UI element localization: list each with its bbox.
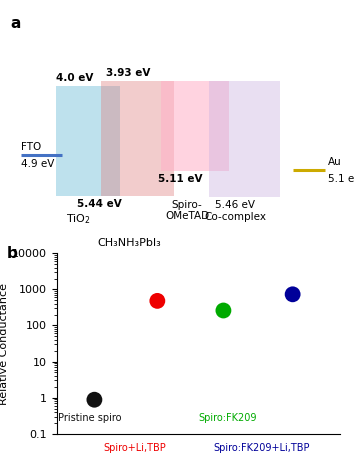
Bar	[161, 81, 229, 171]
Y-axis label: Relative Conductance: Relative Conductance	[0, 282, 9, 405]
Text: Au: Au	[328, 157, 342, 167]
Text: 5.44 eV: 5.44 eV	[76, 199, 121, 209]
Text: FTO: FTO	[21, 142, 41, 151]
Text: Pristine spiro: Pristine spiro	[58, 413, 122, 423]
Text: 5.46 eV
Co-complex: 5.46 eV Co-complex	[204, 200, 266, 222]
Text: Spiro:FK209+Li,TBP: Spiro:FK209+Li,TBP	[214, 443, 310, 453]
Point	[221, 307, 226, 314]
Text: 5.1 eV: 5.1 eV	[328, 174, 354, 184]
Text: CH₃NH₃PbI₃: CH₃NH₃PbI₃	[97, 237, 161, 248]
Text: TiO$_2$: TiO$_2$	[66, 212, 91, 226]
Bar	[101, 81, 174, 196]
Text: b: b	[7, 246, 18, 261]
Point	[154, 297, 160, 305]
Text: 4.0 eV: 4.0 eV	[56, 73, 94, 83]
Text: 4.9 eV: 4.9 eV	[21, 159, 54, 169]
Text: Spiro+Li,TBP: Spiro+Li,TBP	[103, 443, 166, 453]
Text: Spiro:FK209: Spiro:FK209	[198, 413, 257, 423]
Text: a: a	[11, 16, 21, 31]
Text: 5.11 eV: 5.11 eV	[158, 174, 203, 184]
Text: Spiro-
OMeTAD: Spiro- OMeTAD	[165, 199, 209, 221]
Point	[290, 291, 296, 298]
Bar	[56, 86, 120, 196]
Point	[92, 396, 97, 403]
Text: 3.93 eV: 3.93 eV	[105, 68, 150, 78]
Bar	[209, 81, 280, 197]
